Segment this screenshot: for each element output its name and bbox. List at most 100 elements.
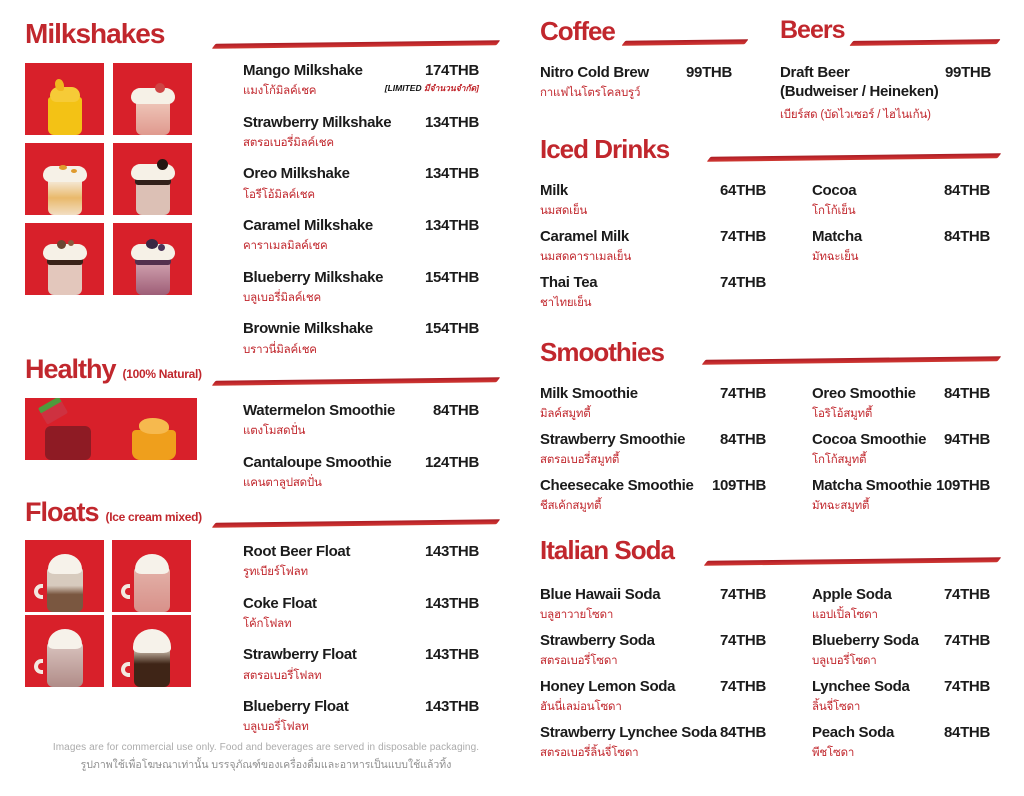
item-price: 84THB	[943, 228, 990, 245]
strawberry-float-photo	[112, 540, 191, 612]
item-name-thai: ฮันนี่เลม่อนโซดา	[540, 701, 622, 714]
menu-item: Watermelon Smoothie แตงโมสดปั่น 84THB	[243, 400, 479, 452]
menu-item: Strawberry Milkshake สตรอเบอรี่มิลค์เชค …	[243, 112, 479, 164]
menu-item: Draft Beer (Budweiser / Heineken) เบียร์…	[780, 62, 991, 124]
divider-line	[706, 153, 1002, 162]
watermelon-smoothie-photo	[25, 398, 111, 460]
item-name: Strawberry Soda	[540, 632, 655, 649]
item-name: Strawberry Milkshake	[243, 113, 392, 131]
item-name-thai: โกโก้เย็น	[812, 205, 856, 218]
divider-line	[211, 519, 501, 528]
item-name-thai: แมงโก้มิลค์เชค	[243, 85, 317, 98]
menu-item: Matcha Smoothie มัทฉะสมูทตี้ 109THB	[812, 475, 990, 521]
menu-item: Blueberry Float บลูเบอรี่โฟลท 143THB	[243, 696, 479, 748]
coke-float-photo	[112, 615, 191, 687]
menu-item: Root Beer Float รูทเบียร์โฟลท 143THB	[243, 541, 479, 593]
item-price: 74THB	[719, 274, 766, 291]
healthy-photo-strip	[25, 398, 197, 460]
beers-list: Draft Beer (Budweiser / Heineken) เบียร์…	[780, 62, 991, 124]
iced-drinks-list-col2: Cocoa โกโก้เย็น 84THB Matcha มัทฉะเย็น 8…	[812, 180, 990, 272]
item-price: 74THB	[943, 632, 990, 649]
menu-item: Blueberry Soda บลูเบอรี่โซดา 74THB	[812, 630, 990, 676]
blueberry-float-photo	[25, 615, 104, 687]
menu-item: Blueberry Milkshake บลูเบอรี่มิลค์เชค 15…	[243, 267, 479, 319]
menu-item: Milk นมสดเย็น 64THB	[540, 180, 766, 226]
item-price: 84THB	[943, 724, 990, 741]
item-name-thai: พีชโซดา	[812, 747, 855, 760]
item-price: 64THB	[719, 182, 766, 199]
item-name-thai: สตรอเบอรี่โฟลท	[243, 669, 322, 682]
menu-item: Coke Float โค้กโฟลท 143THB	[243, 593, 479, 645]
item-name: Cocoa Smoothie	[812, 431, 927, 448]
item-name-thai: นมสดคาราเมลเย็น	[540, 251, 632, 264]
item-name: Honey Lemon Soda	[540, 678, 676, 695]
item-name: Thai Tea	[540, 274, 598, 291]
item-price: 74THB	[719, 678, 766, 695]
item-name-thai: คาราเมลมิลค์เชค	[243, 240, 328, 253]
item-name: Strawberry Float	[243, 646, 357, 664]
item-name-thai: สตรอเบอรี่ลิ้นจี่โซดา	[540, 747, 639, 760]
menu-item: Nitro Cold Brew กาแฟไนโตรโคลบรูว์ 99THB	[540, 62, 732, 108]
item-price: 84THB	[719, 724, 766, 741]
section-title-iced-drinks: Iced Drinks	[540, 136, 670, 162]
brownie-milkshake-photo	[25, 223, 104, 295]
menu-item: Mango Milkshake แมงโก้มิลค์เชค 174THB [L…	[243, 60, 479, 112]
section-title-text: Italian Soda	[540, 535, 675, 565]
item-price: 109THB	[935, 477, 990, 494]
section-title-milkshakes: Milkshakes	[25, 20, 165, 48]
menu-item: Cheesecake Smoothie ชีสเค้กสมูทตี้ 109TH…	[540, 475, 766, 521]
item-name-thai: มัทฉะสมูทตี้	[812, 500, 870, 513]
menu-item: Strawberry Smoothie สตรอเบอรี่สมูทตี้ 84…	[540, 429, 766, 475]
section-title-beers: Beers	[780, 18, 845, 43]
item-name: Cheesecake Smoothie	[540, 477, 694, 494]
menu-item: Brownie Milkshake บราวนี่มิลค์เชค 154THB	[243, 318, 479, 370]
menu-item: Honey Lemon Soda ฮันนี่เลม่อนโซดา 74THB	[540, 676, 766, 722]
coffee-list: Nitro Cold Brew กาแฟไนโตรโคลบรูว์ 99THB	[540, 62, 732, 108]
milkshakes-list: Mango Milkshake แมงโก้มิลค์เชค 174THB [L…	[243, 60, 479, 370]
item-price: 154THB	[424, 320, 479, 338]
item-name-thai: แคนตาลูปสดปั่น	[243, 476, 322, 489]
item-price: 124THB	[424, 453, 479, 471]
item-name: Caramel Milk	[540, 228, 629, 245]
item-name: Matcha	[812, 228, 862, 245]
section-title-smoothies: Smoothies	[540, 339, 665, 365]
item-price: 134THB	[424, 217, 479, 235]
item-price: 74THB	[719, 385, 766, 402]
item-name-thai: โกโก้สมูทตี้	[812, 454, 867, 467]
item-price: 84THB	[943, 385, 990, 402]
menu-item: Peach Soda พีชโซดา 84THB	[812, 722, 990, 768]
smoothies-list-col1: Milk Smoothie มิลค์สมูทตี้ 74THB Strawbe…	[540, 383, 766, 521]
item-name: Milk Smoothie	[540, 385, 638, 402]
section-title-text: Healthy	[25, 354, 117, 384]
item-name: Strawberry Smoothie	[540, 431, 686, 448]
section-title-italian-soda: Italian Soda	[540, 535, 675, 565]
section-title-coffee: Coffee	[540, 18, 616, 44]
item-name: Watermelon Smoothie	[243, 402, 396, 419]
item-price: 109THB	[711, 477, 766, 494]
milkshakes-photo-grid	[25, 63, 192, 295]
menu-item: Caramel Milk นมสดคาราเมลเย็น 74THB	[540, 226, 766, 272]
divider-line	[621, 39, 749, 46]
oreo-milkshake-photo	[113, 143, 192, 215]
divider-line	[703, 557, 1002, 566]
item-price: 84THB	[719, 431, 766, 448]
iced-drinks-list-col1: Milk นมสดเย็น 64THB Caramel Milk นมสดคาร…	[540, 180, 766, 318]
item-price: 74THB	[943, 586, 990, 603]
menu-item: Milk Smoothie มิลค์สมูทตี้ 74THB	[540, 383, 766, 429]
item-price: 154THB	[424, 268, 479, 286]
item-name-thai: สตรอเบอรี่โซดา	[540, 655, 618, 668]
floats-photo-grid	[25, 540, 191, 687]
item-name-thai: ลิ้นจี่โซดา	[812, 701, 861, 714]
section-title-healthy: Healthy (100% Natural)	[25, 356, 202, 383]
item-price: 84THB	[432, 402, 479, 419]
strawberry-milkshake-photo	[113, 63, 192, 135]
menu-item: Strawberry Soda สตรอเบอรี่โซดา 74THB	[540, 630, 766, 676]
item-name: Matcha Smoothie	[812, 477, 932, 494]
item-name-thai: มิลค์สมูทตี้	[540, 408, 591, 421]
item-name-thai: โอรีโอ้มิลค์เชค	[243, 188, 315, 201]
item-name-thai: บลูเบอรี่โซดา	[812, 655, 877, 668]
menu-item: Strawberry Float สตรอเบอรี่โฟลท 143THB	[243, 644, 479, 696]
mango-milkshake-photo	[25, 63, 104, 135]
item-name: Lynchee Soda	[812, 678, 910, 695]
item-name: Cantaloupe Smoothie	[243, 453, 392, 471]
